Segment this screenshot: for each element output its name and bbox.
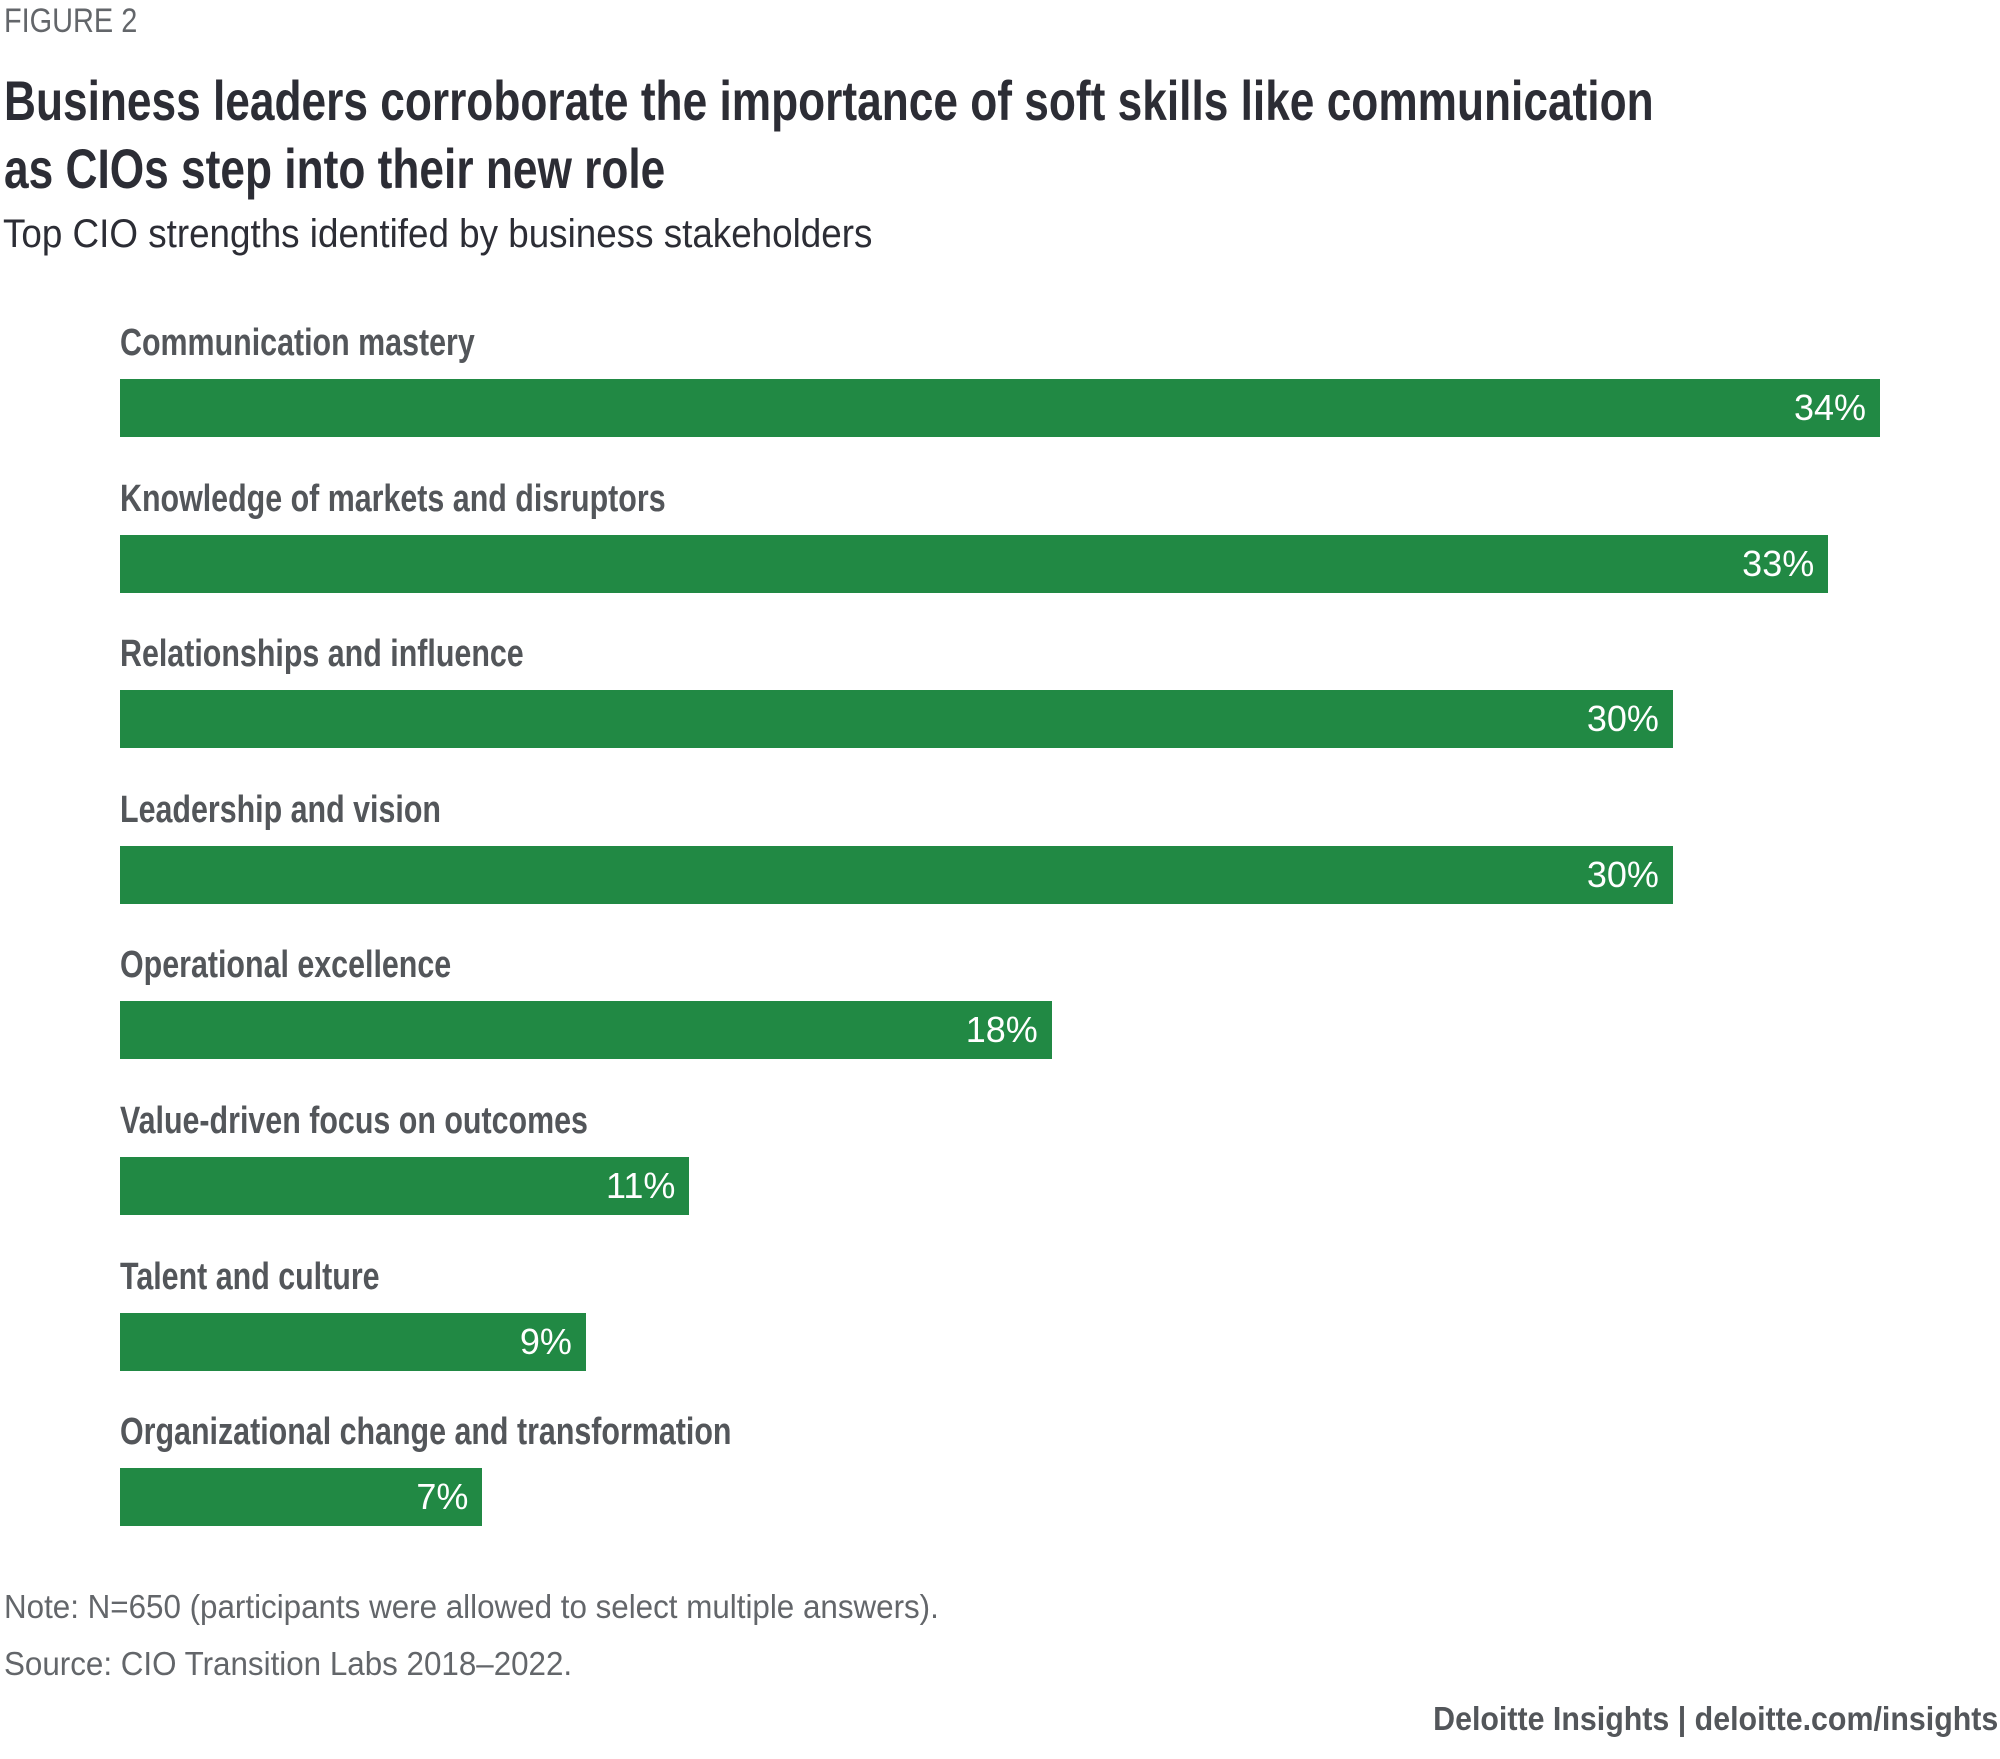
category-label: Relationships and influence (120, 633, 524, 676)
bar: 30% (120, 845, 1673, 904)
bar: 7% (120, 1468, 483, 1527)
data-label: 34% (1793, 387, 1866, 428)
chart-subtitle: Top CIO strengths identifed by business … (3, 212, 873, 256)
bar: 33% (120, 534, 1829, 593)
bar: 11% (120, 1157, 690, 1215)
category-label: Value-driven focus on outcomes (120, 1100, 588, 1142)
bar: 30% (120, 690, 1673, 749)
data-label: 30% (1586, 698, 1659, 740)
category-label: Leadership and vision (120, 788, 441, 831)
brand-footer: Deloitte Insights | deloitte.com/insight… (1432, 1700, 1998, 1737)
category-label: Talent and culture (120, 1255, 380, 1298)
chart-title-line-2: as CIOs step into their new role (4, 137, 666, 200)
data-label: 7% (416, 1476, 469, 1518)
bar: 18% (120, 1001, 1052, 1060)
figure-label: FIGURE 2 (4, 2, 138, 40)
data-label: 18% (965, 1009, 1038, 1051)
data-label: 33% (1742, 542, 1815, 584)
bar: 34% (120, 379, 1880, 437)
data-label: 11% (606, 1165, 676, 1206)
data-label: 9% (519, 1320, 572, 1362)
bar: 9% (120, 1312, 586, 1371)
chart-title-line-1: Business leaders corroborate the importa… (4, 69, 1654, 132)
category-label: Communication mastery (120, 322, 475, 364)
category-label: Organizational change and transformation (120, 1411, 732, 1454)
source-text: Source: CIO Transition Labs 2018–2022. (4, 1645, 573, 1682)
category-label: Operational excellence (120, 944, 452, 987)
note-text: Note: N=650 (participants were allowed t… (4, 1588, 939, 1625)
data-label: 30% (1586, 853, 1659, 895)
category-label: Knowledge of markets and disruptors (120, 477, 666, 520)
